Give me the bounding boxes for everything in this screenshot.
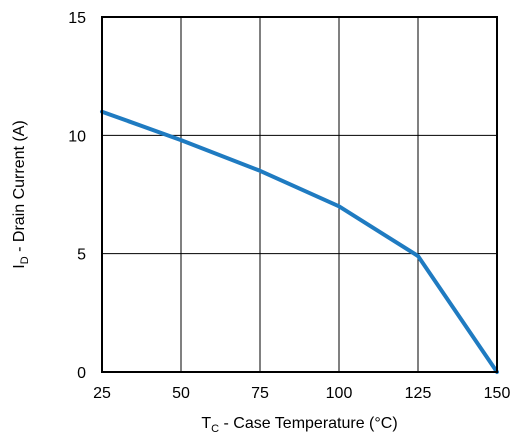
x-axis-label-subscript: C: [211, 423, 219, 435]
x-tick-label: 100: [326, 385, 353, 402]
x-tick-label: 125: [405, 385, 432, 402]
y-tick-label: 0: [77, 365, 86, 382]
x-axis-label: TC - Case Temperature (°C): [201, 415, 397, 435]
x-tick-label: 25: [93, 385, 111, 402]
y-axis-label-rest: - Drain Current (A): [11, 120, 28, 256]
y-axis-label: ID - Drain Current (A): [11, 120, 31, 268]
y-axis-label-main: I: [11, 264, 28, 268]
y-axis-label-subscript: D: [19, 256, 31, 264]
grid: [102, 17, 497, 372]
tick-labels: 25 50 75 100 125 150 0 5 10 15: [68, 10, 510, 402]
x-tick-label: 50: [172, 385, 190, 402]
x-tick-label: 75: [251, 385, 269, 402]
y-tick-label: 5: [77, 247, 86, 264]
y-tick-label: 15: [68, 10, 86, 27]
series-layer: [100, 109, 499, 374]
x-tick-label: 150: [484, 385, 511, 402]
y-tick-label: 10: [68, 128, 86, 145]
plot-frame: [101, 16, 498, 373]
x-axis-label-main: T: [201, 415, 211, 432]
x-axis-label-rest: - Case Temperature (°C): [219, 415, 398, 432]
series-line: [100, 109, 499, 374]
